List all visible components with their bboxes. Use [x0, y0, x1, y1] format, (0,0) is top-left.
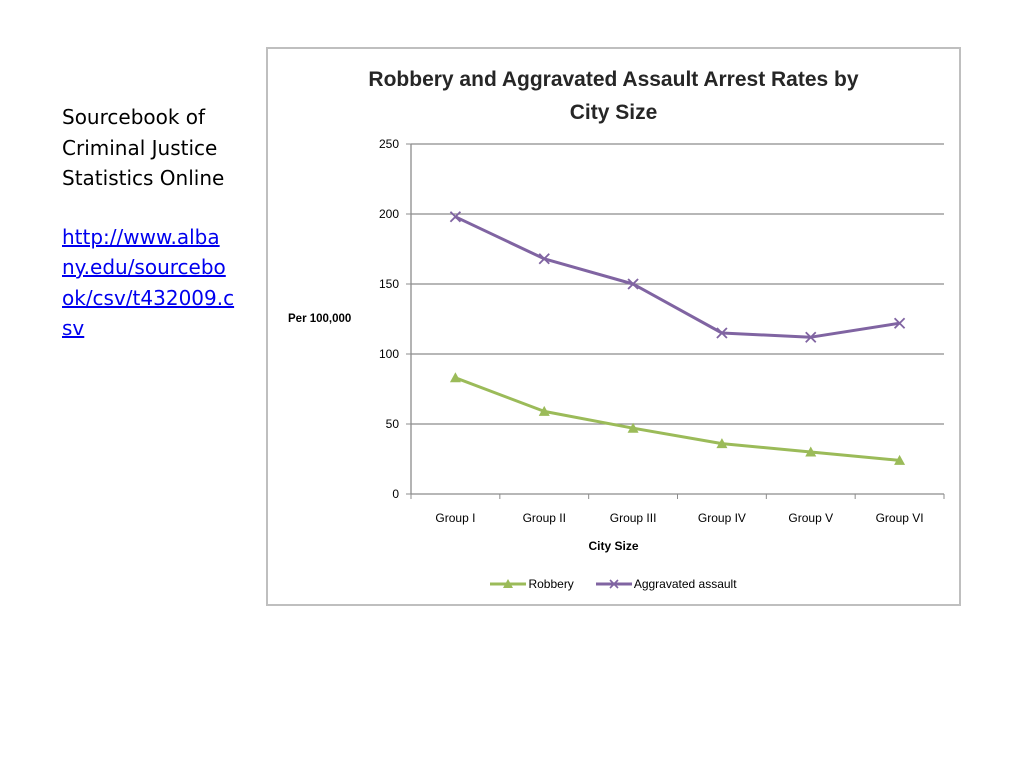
robbery-point	[449, 372, 461, 383]
source-link[interactable]: http://www.alba ny.edu/sourcebo ok/csv/t…	[62, 222, 252, 344]
aggravated-assault-point	[716, 327, 728, 339]
aggravated-assault-legend-swatch	[595, 579, 632, 589]
source-line: Criminal Justice	[62, 135, 218, 160]
x-tick-label: Group VI	[876, 511, 924, 525]
x-tick-label: Group I	[435, 511, 475, 525]
robbery-point	[894, 454, 906, 465]
aggravated-assault-point	[627, 278, 639, 290]
x-axis-label: City Size	[588, 539, 639, 553]
chart-title: Robbery and Aggravated Assault Arrest Ra…	[368, 68, 859, 91]
source-link-line[interactable]: sv	[62, 316, 85, 340]
chart-frame: Robbery and Aggravated Assault Arrest Ra…	[266, 47, 961, 606]
robbery-legend-swatch	[490, 579, 527, 588]
y-tick-label: 100	[379, 347, 399, 361]
aggravated-assault-point	[893, 317, 906, 329]
x-tick-label: Group V	[788, 511, 833, 525]
y-axis-label: Per 100,000	[288, 313, 352, 325]
y-tick-label: 200	[379, 207, 399, 221]
aggravated-assault-point	[538, 253, 550, 265]
chart-title: City Size	[569, 101, 658, 124]
aggravated-assault-point	[805, 331, 817, 343]
source-note: Sourcebook of Criminal Justice Statistic…	[62, 102, 252, 344]
aggravated-assault-point	[449, 211, 462, 223]
y-tick-label: 250	[379, 137, 399, 151]
legend-label: Robbery	[528, 577, 574, 591]
y-tick-label: 50	[386, 417, 400, 431]
source-link-line[interactable]: http://www.alba	[62, 224, 220, 249]
legend: Robbery Aggravated assault	[268, 577, 959, 591]
source-link-line[interactable]: ok/csv/t432009.c	[62, 285, 235, 310]
legend-item-aggravated-assault: Aggravated assault	[595, 577, 737, 591]
robbery-point	[627, 422, 639, 433]
legend-item-robbery: Robbery	[490, 577, 574, 591]
x-tick-label: Group III	[610, 511, 657, 525]
robbery-point	[805, 446, 817, 457]
x-tick-label: Group II	[523, 511, 566, 525]
source-line: Statistics Online	[62, 166, 225, 190]
legend-label: Aggravated assault	[633, 577, 737, 591]
y-tick-label: 0	[392, 487, 399, 501]
robbery-point	[538, 405, 550, 416]
aggravated-assault-line	[454, 215, 900, 339]
x-tick-label: Group IV	[698, 511, 746, 525]
source-line: Sourcebook of	[62, 105, 206, 129]
source-link-line[interactable]: ny.edu/sourcebo	[62, 255, 226, 279]
line-chart: 0 50 100 150 200 250 Group I Group II Group III G…	[379, 137, 945, 525]
robbery-line	[454, 376, 900, 462]
robbery-point	[716, 438, 728, 449]
y-tick-label: 150	[379, 277, 399, 291]
